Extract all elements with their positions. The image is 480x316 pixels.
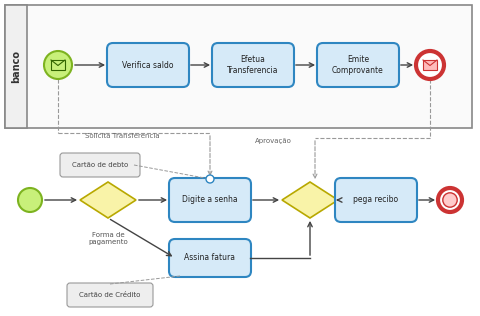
Bar — [5, 5, 471, 128]
Text: pega recibo: pega recibo — [353, 196, 398, 204]
Circle shape — [437, 188, 461, 212]
Text: Cartão de Crédito: Cartão de Crédito — [79, 292, 140, 298]
FancyBboxPatch shape — [334, 178, 416, 222]
Circle shape — [44, 51, 72, 79]
FancyBboxPatch shape — [212, 43, 293, 87]
Bar — [5, 5, 27, 128]
Text: Forma de
pagamento: Forma de pagamento — [88, 232, 128, 245]
FancyBboxPatch shape — [67, 283, 153, 307]
Polygon shape — [80, 182, 136, 218]
FancyBboxPatch shape — [168, 178, 251, 222]
Text: Emite
Comprovante: Emite Comprovante — [331, 55, 383, 75]
FancyBboxPatch shape — [168, 239, 251, 277]
Text: Efetua
Transferencia: Efetua Transferencia — [227, 55, 278, 75]
Polygon shape — [281, 182, 337, 218]
Bar — [422, 60, 436, 70]
FancyBboxPatch shape — [60, 153, 140, 177]
Text: Assina fatura: Assina fatura — [184, 253, 235, 263]
Circle shape — [205, 175, 214, 183]
FancyBboxPatch shape — [107, 43, 189, 87]
Text: Aprovação: Aprovação — [254, 138, 291, 144]
Text: Verifica saldo: Verifica saldo — [122, 60, 173, 70]
FancyBboxPatch shape — [316, 43, 398, 87]
Circle shape — [18, 188, 42, 212]
Text: Cartão de debto: Cartão de debto — [72, 162, 128, 168]
Circle shape — [415, 51, 443, 79]
Circle shape — [442, 193, 456, 207]
Bar — [51, 60, 65, 70]
Text: Solicita Transferencia: Solicita Transferencia — [85, 133, 159, 139]
Text: banco: banco — [11, 50, 21, 83]
Text: Digite a senha: Digite a senha — [182, 196, 237, 204]
